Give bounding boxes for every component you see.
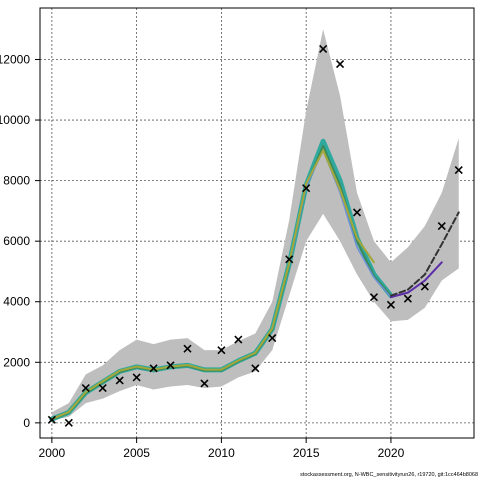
x-tick-label: 2000 [39, 446, 66, 460]
observation-point [336, 59, 345, 69]
observation-point [454, 165, 463, 175]
x-tick-label: 2015 [293, 446, 320, 460]
observation-point [234, 335, 243, 344]
observation-point [149, 364, 158, 373]
observation-point [352, 208, 362, 217]
observation-point [166, 361, 175, 370]
observation-point [319, 44, 328, 53]
x-tick-label: 2005 [123, 446, 150, 460]
y-tick-label: 6000 [3, 234, 30, 248]
observation-point [403, 294, 412, 303]
observation-point [420, 282, 429, 291]
observation-point [183, 344, 192, 353]
observation-point [285, 255, 294, 264]
observation-point [217, 346, 226, 355]
x-axis: 2000 2005 2010 2015 2020 [39, 438, 405, 460]
y-tick-label: 2000 [3, 355, 30, 369]
confidence-band [51, 29, 459, 421]
observation-point [268, 334, 277, 343]
series-lines-layer [49, 138, 460, 422]
y-tick-label: 10000 [0, 113, 30, 127]
x-tick-label: 2010 [208, 446, 235, 460]
y-tick-label: 4000 [3, 295, 30, 309]
y-tick-label: 0 [23, 416, 30, 430]
observation-point [47, 415, 56, 424]
y-tick-label: 8000 [3, 174, 30, 188]
observation-points-layer [47, 44, 463, 427]
observation-point [64, 418, 73, 427]
observation-point [115, 376, 124, 385]
observation-point [302, 184, 311, 193]
plot-frame [39, 7, 475, 439]
y-axis: 0 2000 4000 6000 8000 10000 12000 [0, 52, 40, 430]
observation-point [251, 364, 260, 373]
observation-point [81, 383, 90, 393]
y-tick-label: 12000 [0, 52, 30, 66]
observation-point [386, 300, 395, 309]
source-footnote: stockassessment.org, N-WBC_sensitivityru… [300, 472, 478, 478]
observation-point [200, 379, 209, 388]
observation-point [369, 293, 379, 302]
series-line-6 [389, 211, 460, 297]
observation-point [437, 221, 446, 231]
observation-point [98, 383, 107, 393]
observation-point [132, 373, 141, 382]
series-line-5 [389, 261, 443, 299]
x-tick-label: 2020 [378, 446, 405, 460]
confidence-band-layer [51, 29, 459, 421]
series-line-4 [50, 149, 375, 420]
